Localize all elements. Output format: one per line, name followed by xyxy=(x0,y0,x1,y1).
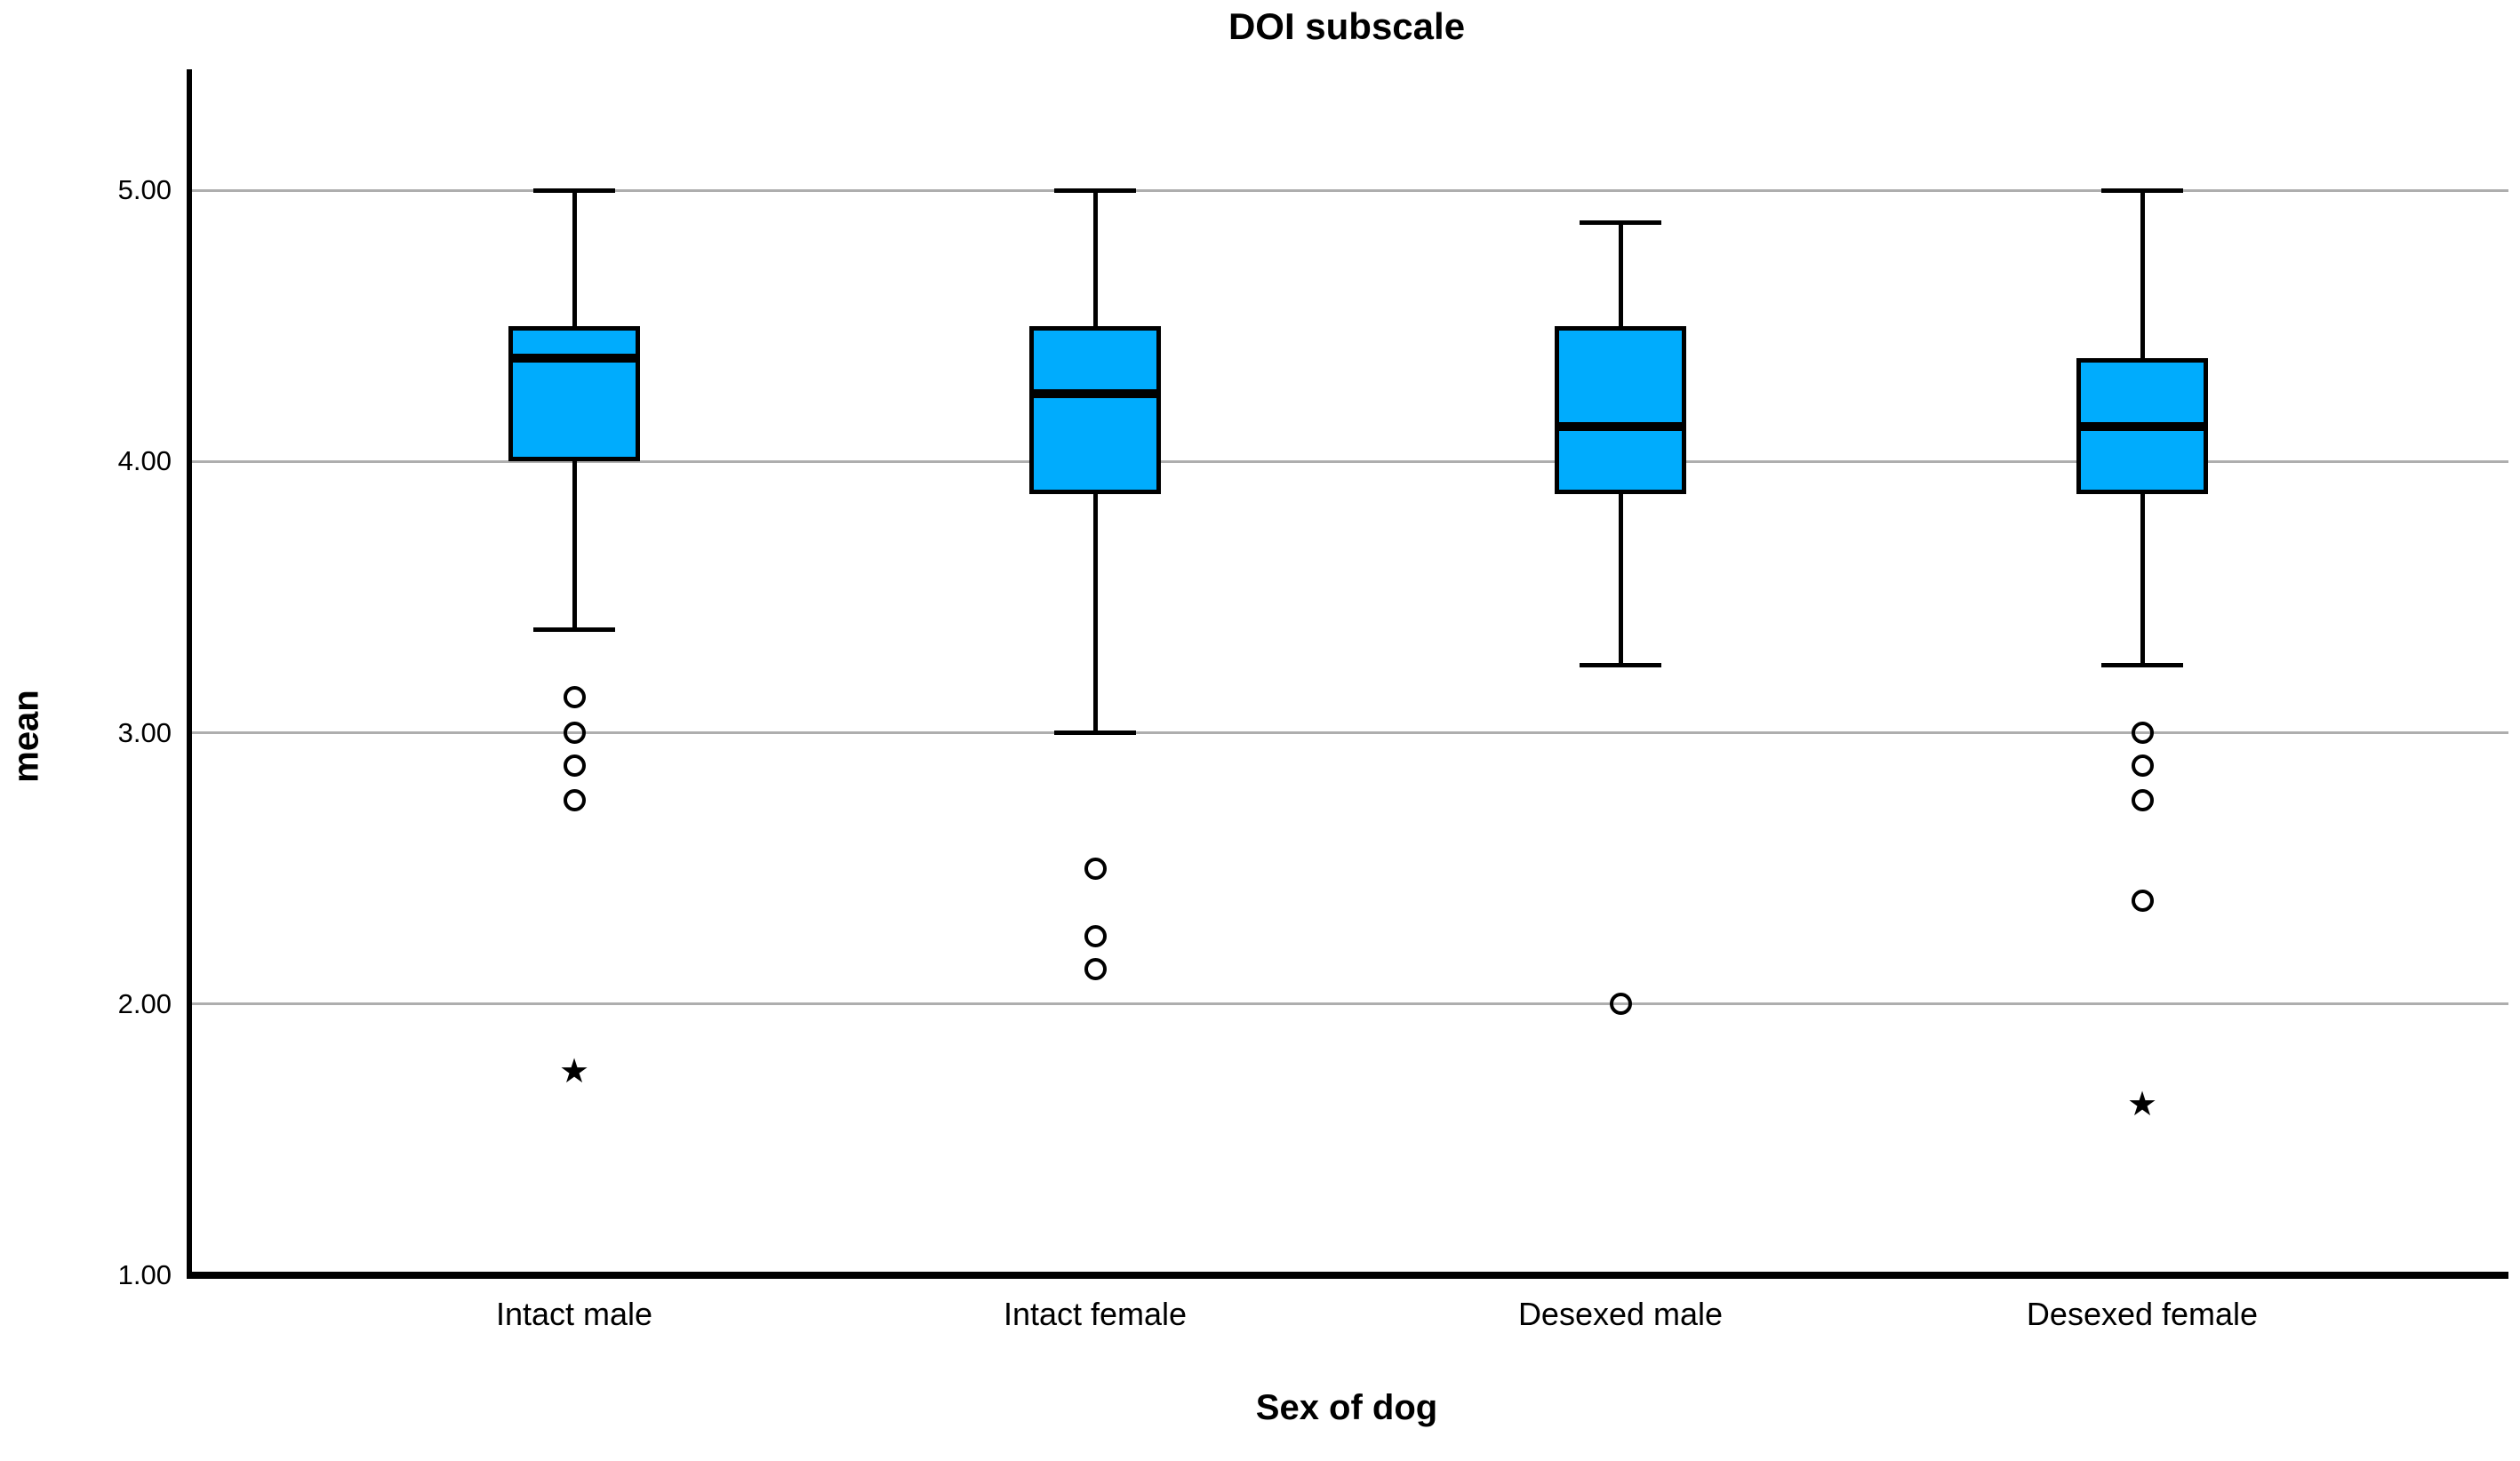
lower-whisker-stem xyxy=(1618,493,1623,666)
upper-whisker-cap xyxy=(533,188,615,193)
y-tick-label: 1.00 xyxy=(117,1259,172,1290)
upper-whisker-cap xyxy=(2101,188,2183,193)
outlier-circle-marker xyxy=(2131,722,2154,744)
y-axis-title: mean xyxy=(6,690,46,783)
gridline xyxy=(192,459,2508,463)
gridline xyxy=(192,1002,2508,1006)
outlier-circle-marker xyxy=(563,722,586,744)
outlier-circle-marker xyxy=(1609,993,1632,1016)
outlier-circle-marker xyxy=(563,789,586,812)
upper-whisker-cap xyxy=(1580,220,1661,226)
median-line xyxy=(1029,388,1161,398)
y-tick-label: 5.00 xyxy=(117,174,172,205)
y-axis-line xyxy=(187,69,192,1279)
outlier-circle-marker xyxy=(1084,924,1107,947)
lower-whisker-cap xyxy=(1580,662,1661,667)
lower-whisker-cap xyxy=(533,627,615,632)
y-tick-label: 3.00 xyxy=(117,716,172,748)
iqr-box xyxy=(508,325,640,462)
x-category-label: Desexed male xyxy=(1517,1296,1724,1332)
upper-whisker-stem xyxy=(1092,190,1098,326)
outlier-circle-marker xyxy=(563,754,586,777)
median-line xyxy=(1555,421,1686,431)
outlier-circle-marker xyxy=(2131,754,2154,777)
upper-whisker-cap xyxy=(1054,188,1136,193)
outlier-circle-marker xyxy=(1084,857,1107,880)
lower-whisker-cap xyxy=(2101,662,2183,667)
lower-whisker-cap xyxy=(1054,730,1136,735)
y-tick-label: 2.00 xyxy=(117,987,172,1019)
outlier-circle-marker xyxy=(563,686,586,709)
iqr-box xyxy=(1555,325,1686,494)
upper-whisker-stem xyxy=(572,190,577,326)
median-line xyxy=(508,354,640,363)
x-category-label: Desexed female xyxy=(2026,1296,2259,1332)
x-axis-line xyxy=(187,1272,2508,1279)
lower-whisker-stem xyxy=(572,461,577,630)
gridline xyxy=(192,188,2508,192)
median-line xyxy=(2076,421,2208,431)
upper-whisker-stem xyxy=(1618,222,1623,326)
chart-title: DOI subscale xyxy=(1228,5,1466,47)
iqr-box xyxy=(1029,325,1161,494)
x-category-label: Intact female xyxy=(1003,1296,1188,1332)
outlier-circle-marker xyxy=(2131,890,2154,913)
lower-whisker-stem xyxy=(2140,493,2145,666)
upper-whisker-stem xyxy=(2140,190,2145,359)
extreme-star-marker: ★ xyxy=(2126,1085,2158,1123)
outlier-circle-marker xyxy=(1084,957,1107,980)
x-category-label: Intact male xyxy=(495,1296,653,1332)
y-tick-label: 4.00 xyxy=(117,445,172,477)
lower-whisker-stem xyxy=(1092,493,1098,733)
gridline xyxy=(192,731,2508,734)
extreme-star-marker: ★ xyxy=(558,1053,590,1091)
x-axis-title: Sex of dog xyxy=(1255,1388,1438,1427)
outlier-circle-marker xyxy=(2131,789,2154,812)
